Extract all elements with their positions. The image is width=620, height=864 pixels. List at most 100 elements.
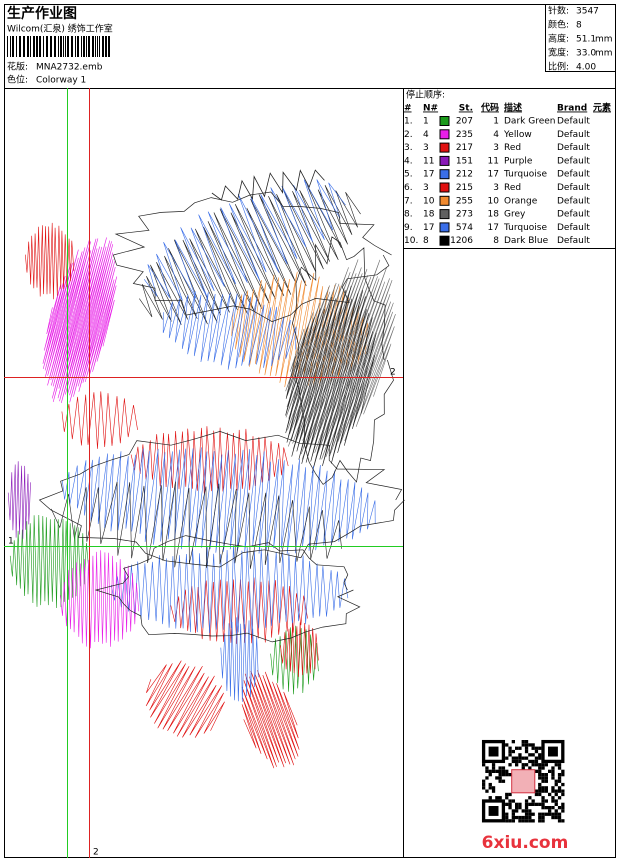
qr-module <box>528 815 532 820</box>
row-index: 7. <box>404 196 413 206</box>
bar-stripe <box>97 36 98 57</box>
qr-module <box>541 766 545 770</box>
qr-module <box>498 779 502 783</box>
stitch <box>60 550 140 649</box>
table-title: 停止顺序: <box>406 89 445 101</box>
qr-module <box>557 786 562 790</box>
bar-stripe <box>27 36 29 57</box>
qr-module <box>515 746 519 750</box>
outline <box>94 535 361 643</box>
qr-module <box>491 789 496 793</box>
qr-module <box>524 799 529 803</box>
color-swatch <box>439 222 450 233</box>
qr-module <box>515 809 519 813</box>
qr-module <box>511 756 515 760</box>
qr-module <box>541 812 545 816</box>
qr-module <box>485 769 489 773</box>
qr-module <box>531 799 535 803</box>
description: Red <box>504 183 521 193</box>
description: Orange <box>504 196 538 206</box>
bar-stripe <box>81 36 82 57</box>
qr-module <box>538 802 542 806</box>
column-header: 元素 <box>593 102 611 114</box>
brand: Default <box>557 210 590 220</box>
qr-module <box>515 802 519 806</box>
qr-module <box>541 763 545 767</box>
row-index: 10. <box>404 236 418 246</box>
qr-module <box>501 766 506 770</box>
qr-module <box>491 769 496 773</box>
qr-module <box>498 776 502 780</box>
needle: 17 <box>423 223 434 233</box>
qr-module <box>561 782 565 787</box>
qr-module <box>515 756 519 760</box>
qr-module <box>534 769 539 773</box>
qr-module <box>538 753 542 757</box>
qr-module <box>561 792 565 797</box>
code: 3 <box>493 143 499 153</box>
qr-module <box>508 802 512 806</box>
qr-module <box>551 776 555 780</box>
qr-module <box>508 753 512 757</box>
qr-module <box>488 769 492 773</box>
qr-module <box>524 815 529 820</box>
stitches: 215 <box>456 183 473 193</box>
bar-stripe <box>50 36 52 57</box>
bar-stripe <box>86 36 87 57</box>
qr-module <box>482 779 486 783</box>
qr-module <box>561 789 565 793</box>
column-header: # <box>404 104 412 114</box>
column-header: N# <box>423 104 438 114</box>
qr-module <box>528 819 532 823</box>
qr-module <box>541 796 545 800</box>
stitches: 1206 <box>450 236 473 246</box>
qr-module <box>518 756 522 760</box>
title: 生产作业图 <box>7 5 77 22</box>
qr-module <box>528 766 532 770</box>
qr-module <box>557 815 562 820</box>
qr-module <box>518 753 522 757</box>
qr-module <box>488 796 492 800</box>
stitch <box>143 179 346 301</box>
stats-box <box>545 4 616 72</box>
needle: 3 <box>423 183 429 193</box>
qr-module <box>505 819 509 823</box>
qr-module <box>505 756 509 760</box>
qr-module <box>548 809 552 813</box>
stitches: 574 <box>456 223 473 233</box>
qr-module <box>541 776 545 780</box>
qr-module <box>508 806 512 810</box>
stitch <box>285 285 377 473</box>
color-swatch <box>439 195 450 206</box>
color-swatch <box>439 209 450 220</box>
qr-module <box>501 773 506 777</box>
bar-stripe <box>71 36 73 57</box>
stitches: 255 <box>456 196 473 206</box>
stitches: 235 <box>456 130 473 140</box>
needle: 17 <box>423 170 434 180</box>
row-index: 4. <box>404 156 413 166</box>
qr-module <box>554 815 558 820</box>
stitch <box>241 670 300 769</box>
qr-module <box>561 806 565 810</box>
qr-module <box>508 819 512 823</box>
bar-stripe <box>75 36 76 57</box>
code: 3 <box>493 183 499 193</box>
outline <box>38 431 405 568</box>
needle: 3 <box>423 143 429 153</box>
qr-module <box>561 769 565 773</box>
design-label: 花版: <box>7 61 28 73</box>
qr-module <box>518 819 522 823</box>
stitch <box>139 184 361 325</box>
qr-module <box>554 809 558 813</box>
column-header: 描述 <box>504 102 522 114</box>
qr-module <box>534 763 539 767</box>
needle: 4 <box>423 130 429 140</box>
qr-module <box>538 769 542 773</box>
bar-stripe <box>102 36 104 57</box>
qr-module <box>498 769 502 773</box>
bar-stripe <box>46 36 48 57</box>
qr-module <box>541 802 545 806</box>
stitch <box>220 617 259 702</box>
qr-module <box>505 812 509 816</box>
